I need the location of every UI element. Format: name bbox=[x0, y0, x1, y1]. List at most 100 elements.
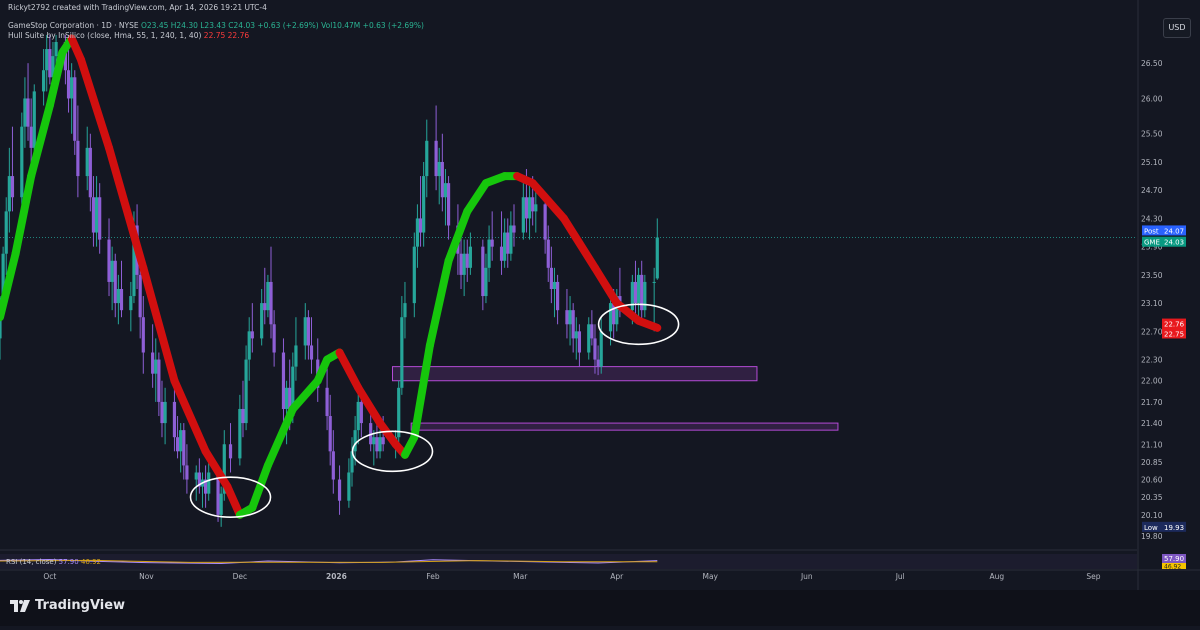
candle-body bbox=[32, 91, 36, 148]
candle bbox=[503, 218, 507, 268]
candle-body bbox=[244, 359, 248, 424]
candle bbox=[652, 267, 656, 332]
candle-body bbox=[179, 430, 183, 452]
rsi-label[interactable]: RSI (14, close) bbox=[6, 558, 59, 566]
hull-band-segment bbox=[170, 376, 210, 456]
x-tick-label: Aug bbox=[989, 572, 1004, 581]
candle-body bbox=[203, 479, 208, 494]
candle bbox=[400, 296, 404, 395]
candle-body bbox=[633, 281, 638, 304]
candle-body bbox=[381, 437, 385, 445]
y-tick-label: 22.70 bbox=[1141, 327, 1163, 336]
y-tick-label: 24.70 bbox=[1141, 186, 1163, 195]
hull-band-segment bbox=[444, 207, 472, 265]
candle-body bbox=[51, 56, 55, 78]
candle bbox=[506, 218, 510, 268]
volume-values: Vol10.47M +0.63 (+2.69%) bbox=[321, 21, 424, 30]
candle-body bbox=[291, 366, 295, 417]
candle bbox=[116, 274, 120, 325]
rsi-tag-bg bbox=[1162, 554, 1186, 563]
y-tick-label: 23.50 bbox=[1141, 271, 1163, 280]
rsi-value: 57.90 bbox=[59, 558, 81, 566]
candle bbox=[73, 70, 77, 155]
candle bbox=[10, 126, 15, 212]
candle-body bbox=[608, 303, 613, 332]
x-tick-label: 2026 bbox=[326, 572, 347, 581]
candle bbox=[465, 239, 469, 282]
candle bbox=[26, 63, 30, 141]
candle-body bbox=[565, 310, 569, 325]
price-tag-label: GME bbox=[1144, 239, 1160, 247]
y-tick-label: 23.10 bbox=[1141, 299, 1163, 308]
candle bbox=[266, 274, 270, 318]
candle bbox=[350, 437, 354, 487]
candle-body bbox=[138, 274, 142, 318]
price-tag-label-bg bbox=[1142, 225, 1162, 236]
price-tag-post: Post 24.07 bbox=[1142, 225, 1186, 236]
candle-body bbox=[499, 246, 504, 261]
price-tag-label-bg bbox=[1142, 236, 1162, 247]
price-tag-hull: 22.76 bbox=[1162, 318, 1186, 329]
hull-band-segment bbox=[288, 376, 322, 413]
candle-body bbox=[418, 218, 423, 233]
candle-body bbox=[546, 239, 550, 268]
y-tick-label: 24.30 bbox=[1141, 214, 1163, 223]
candle bbox=[197, 458, 201, 494]
price-tag-value: 22.76 bbox=[1164, 321, 1185, 329]
candle-body bbox=[337, 479, 342, 501]
symbol-name[interactable]: GameStop Corporation · 1D · NYSE bbox=[8, 21, 139, 30]
tradingview-logo[interactable]: TradingView bbox=[10, 598, 125, 613]
candle bbox=[247, 317, 251, 381]
candle-body bbox=[487, 239, 491, 268]
currency-button[interactable]: USD bbox=[1163, 18, 1191, 38]
candle bbox=[141, 296, 145, 374]
candle-body bbox=[612, 303, 616, 325]
candle-body bbox=[306, 317, 310, 346]
candle bbox=[412, 232, 416, 318]
candle bbox=[294, 317, 298, 381]
indicator-name[interactable]: Hull Suite by InSilico (close, Hma, 55, … bbox=[8, 31, 202, 40]
candle-body bbox=[272, 324, 276, 353]
candle-body bbox=[70, 77, 74, 99]
candle bbox=[42, 49, 46, 106]
candle bbox=[269, 246, 273, 339]
candle-body bbox=[197, 472, 201, 487]
candle bbox=[372, 430, 376, 466]
candle bbox=[219, 486, 223, 527]
candle bbox=[608, 296, 613, 346]
candle-body bbox=[4, 211, 8, 254]
candle bbox=[7, 147, 11, 233]
candle bbox=[574, 317, 578, 360]
x-tick-label: Apr bbox=[610, 572, 624, 581]
candle bbox=[157, 352, 161, 417]
candle-body bbox=[527, 197, 532, 219]
candle-body bbox=[228, 444, 233, 459]
ellipse-annotation bbox=[597, 303, 680, 346]
hull-band-segment bbox=[463, 179, 490, 216]
candle bbox=[272, 310, 276, 367]
candle bbox=[549, 246, 553, 304]
candle bbox=[260, 289, 264, 346]
candle-body bbox=[425, 140, 429, 177]
candle bbox=[175, 416, 180, 459]
candle bbox=[23, 77, 27, 148]
candle bbox=[85, 126, 89, 191]
price-tag-low: Low 19.93 bbox=[1142, 521, 1186, 532]
candle-body bbox=[23, 98, 27, 127]
y-tick-label: 21.10 bbox=[1141, 440, 1163, 449]
y-tick-label: 20.10 bbox=[1141, 511, 1163, 520]
candle bbox=[415, 204, 420, 268]
candle bbox=[328, 394, 332, 466]
candle-body bbox=[636, 274, 641, 304]
legend-indicator-row: Hull Suite by InSilico (close, Hma, 55, … bbox=[8, 31, 249, 41]
y-tick-label: 25.10 bbox=[1141, 158, 1163, 167]
candle bbox=[154, 338, 158, 402]
candle bbox=[129, 281, 133, 332]
candle bbox=[325, 366, 329, 431]
candle bbox=[487, 225, 491, 282]
candle-body bbox=[503, 232, 507, 261]
candle bbox=[94, 176, 99, 247]
candle bbox=[179, 423, 183, 473]
tradingview-logo-text: TradingView bbox=[35, 598, 126, 613]
